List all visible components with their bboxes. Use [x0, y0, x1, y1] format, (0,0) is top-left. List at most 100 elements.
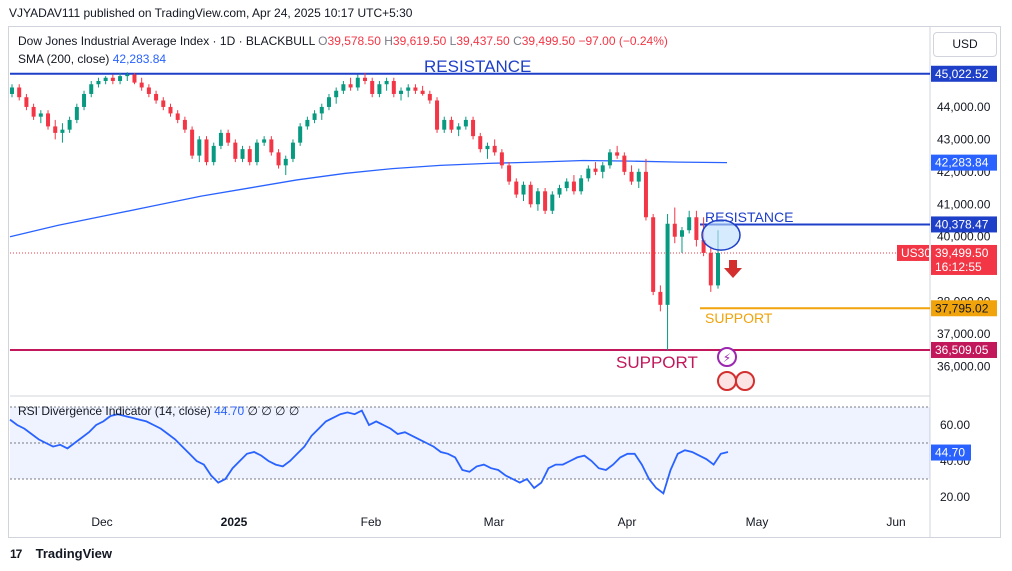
candle-body	[24, 97, 29, 107]
candle-body	[363, 77, 367, 81]
candle-body	[471, 119, 476, 137]
candle-body	[463, 119, 468, 127]
candle-body	[298, 126, 303, 143]
sma-value: 42,283.84	[112, 52, 167, 66]
y-tick-label: 44,000.00	[937, 100, 991, 114]
candle-body	[110, 77, 115, 81]
symbol-tag-bg	[897, 244, 929, 261]
candle-body	[679, 230, 684, 237]
price-label-resistance-top: 45,022.52	[935, 67, 989, 81]
publisher-line: VJYADAV111 published on TradingView.com,…	[9, 6, 413, 20]
candle-body	[406, 87, 411, 91]
candle-body	[348, 84, 353, 88]
y-tick-label: 41,000.00	[937, 197, 991, 211]
candle-body	[247, 149, 252, 163]
candle-body	[146, 87, 151, 94]
y-tick-label: 36,000.00	[937, 360, 991, 374]
candle-body	[96, 80, 101, 85]
x-tick-label: Dec	[91, 515, 112, 529]
us-flag-event-icon	[717, 371, 737, 391]
candle-body	[46, 113, 51, 127]
candle-body	[17, 87, 22, 98]
change-value: −97.00 (−0.24%)	[578, 34, 668, 48]
candle-body	[10, 87, 14, 94]
price-label-support-mid-bg	[931, 300, 997, 317]
x-tick-label: Apr	[618, 515, 637, 529]
tradingview-brand[interactable]: 17 TradingView	[10, 546, 112, 561]
candle-body	[708, 252, 713, 286]
candle-body	[319, 106, 324, 114]
candle-body	[629, 171, 634, 182]
support-bottom-label: SUPPORT	[616, 353, 698, 372]
open-label: O	[318, 34, 328, 48]
candle-body	[615, 152, 620, 156]
candle-body	[31, 106, 36, 117]
candle-body	[665, 223, 670, 305]
candle-body	[449, 119, 454, 130]
candle-body	[190, 129, 195, 156]
rsi-extras: ∅ ∅ ∅ ∅	[247, 404, 300, 418]
candle-body	[305, 119, 310, 127]
candle-body	[269, 139, 274, 153]
candle-body	[600, 165, 605, 172]
currency-button[interactable]: USD	[933, 32, 997, 57]
candle-body	[420, 90, 425, 94]
candle-body	[442, 119, 447, 130]
low-value: 39,437.50	[456, 34, 510, 48]
candle-body	[579, 178, 584, 192]
candle-body	[82, 93, 87, 107]
candle-body	[168, 106, 173, 114]
candle-body	[182, 119, 187, 130]
symbol-title: Dow Jones Industrial Average Index · 1D …	[18, 34, 315, 48]
price-label-last-bg	[931, 244, 997, 261]
candle-body	[370, 80, 375, 94]
candle-body	[550, 194, 555, 211]
candle-body	[341, 84, 346, 91]
candle-body	[175, 113, 180, 120]
lightning-glyph-icon: ⚡	[723, 351, 731, 365]
resistance-circle	[701, 219, 741, 251]
candle-body	[67, 119, 72, 130]
candle-body	[197, 139, 202, 156]
candle-body	[499, 152, 504, 166]
candle-body	[399, 90, 404, 94]
candle-body	[492, 145, 497, 153]
candle-body	[651, 217, 656, 292]
candle-body	[521, 184, 526, 195]
rsi-line	[9, 409, 729, 495]
candle-body	[312, 113, 317, 120]
candle-body	[564, 181, 569, 189]
candle-body	[485, 145, 490, 150]
candle-body	[658, 291, 663, 305]
candle-body	[413, 87, 418, 91]
y-tick-label: 37,000.00	[937, 327, 991, 341]
candle-body	[557, 188, 562, 195]
candle-body	[139, 82, 144, 88]
candle-body	[593, 168, 598, 172]
candle-body	[262, 139, 267, 143]
price-label-countdown-bg	[931, 258, 997, 275]
down-arrow-icon	[724, 260, 742, 278]
high-label: H	[384, 34, 393, 48]
rsi-legend[interactable]: RSI Divergence Indicator (14, close) 44.…	[18, 404, 299, 418]
candle-body	[74, 106, 79, 120]
candle-body	[571, 181, 576, 192]
candle-body	[103, 77, 108, 81]
support-mid-label: SUPPORT	[705, 310, 773, 326]
close-value: 39,499.50	[521, 34, 576, 48]
candle-body	[427, 93, 432, 101]
candle-body	[528, 184, 533, 205]
candle-body	[391, 80, 396, 94]
rsi-value: 44.70	[214, 404, 245, 418]
candle-body	[38, 113, 43, 117]
candle-body	[716, 252, 720, 286]
candle-body	[226, 132, 231, 143]
candle-body	[377, 84, 382, 94]
candle-body	[701, 239, 706, 253]
symbol-header: Dow Jones Industrial Average Index · 1D …	[18, 34, 668, 48]
sma-legend[interactable]: SMA (200, close) 42,283.84	[18, 52, 166, 66]
candle-body	[233, 142, 238, 159]
rsi-tick-label: 20.00	[940, 490, 970, 504]
candle-body	[384, 80, 389, 85]
